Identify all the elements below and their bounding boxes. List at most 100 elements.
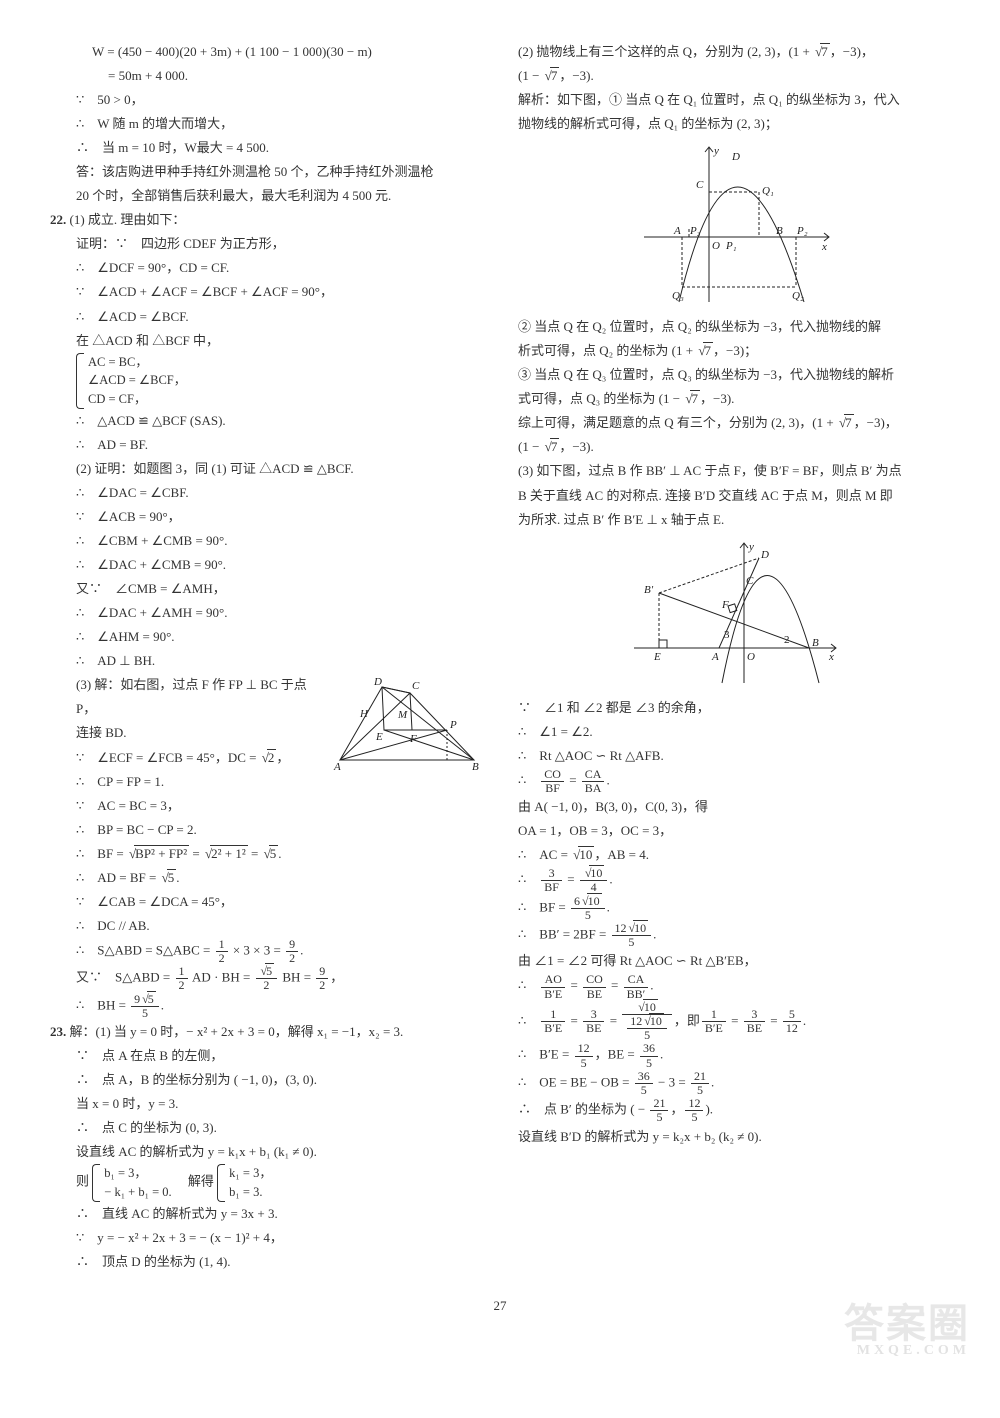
text-line: 解析：如下图，① 当点 Q 在 Q₁ 位置时，点 Q₁ 的纵坐标为 3，代入 — [518, 88, 950, 112]
text-line: ∴ ∠1 = ∠2. — [518, 720, 950, 744]
svg-text:A: A — [673, 225, 681, 237]
brace-row: b₁ = 3. — [229, 1183, 272, 1202]
svg-text:x: x — [828, 651, 834, 663]
text-line: 又∵ S△ABD = 12 AD · BH = 52 BH = 92， — [50, 965, 482, 992]
svg-text:E: E — [653, 651, 661, 663]
brace-row: ∠ACD = ∠BCF， — [88, 371, 186, 390]
figure-parabola-q: y x D C Q₁ A P₃ O P₁ B P₂ Q₃ Q₂ — [518, 142, 950, 307]
q-num: 22. — [50, 212, 66, 227]
text-line: 当 x = 0 时，y = 3. — [50, 1092, 482, 1116]
text-line: 在 △ACD 和 △BCF 中， — [50, 329, 482, 353]
svg-text:D: D — [731, 151, 740, 163]
svg-text:B′: B′ — [644, 584, 654, 596]
svg-text:F: F — [409, 733, 417, 745]
text-line: 为所求. 过点 B′ 作 B′E ⊥ x 轴于点 E. — [518, 508, 950, 532]
svg-text:Q₁: Q₁ — [762, 185, 774, 197]
svg-text:H: H — [359, 708, 369, 720]
text-line: (1 − 7，−3). — [518, 64, 950, 88]
watermark-sub: MXQE.COM — [844, 1344, 970, 1358]
svg-text:M: M — [397, 709, 408, 721]
text-line: = 50m + 4 000. — [50, 64, 482, 88]
text-line: 析式可得，点 Q₂ 的坐标为 (1 + 7，−3)； — [518, 339, 950, 363]
text-line: ∴ AD = BF = 5. — [50, 866, 482, 890]
text-line: 证明：∵ 四边形 CDEF 为正方形， — [50, 232, 482, 256]
text-line: ∴ 3BF = 104. — [518, 867, 950, 894]
svg-text:x: x — [821, 241, 827, 253]
text-line: ∴ DC // AB. — [50, 914, 482, 938]
text-line: ∴ BB′ = 2BF = 12105. — [518, 922, 950, 949]
question-22: 22. (1) 成立. 理由如下： — [50, 208, 482, 232]
text-line: (3) 如下图，过点 B 作 BB′ ⊥ AC 于点 F，使 B′F = BF，… — [518, 459, 950, 483]
text-line: 又∵ ∠CMB = ∠AMH， — [50, 577, 482, 601]
q-num: 23. — [50, 1024, 66, 1039]
svg-text:C: C — [412, 680, 420, 692]
svg-text:B: B — [812, 637, 819, 649]
text-line: ∵ ∠CAB = ∠DCA = 45°， — [50, 890, 482, 914]
svg-text:D: D — [760, 549, 769, 561]
text-line: ∵ 50 > 0， — [50, 88, 482, 112]
text-line: ∵ 点 A 在点 B 的左侧， — [50, 1044, 482, 1068]
svg-text:3: 3 — [724, 629, 730, 641]
brace-row: − k₁ + b₁ = 0. — [104, 1183, 171, 1202]
text-line: ∵ y = − x² + 2x + 3 = − (x − 1)² + 4， — [50, 1226, 482, 1250]
svg-text:O: O — [747, 651, 755, 663]
text-line: ③ 当点 Q 在 Q₃ 位置时，点 Q₃ 的纵坐标为 −3，代入抛物线的解析 — [518, 363, 950, 387]
text-line: ∴ 当 m = 10 时，W最大 = 4 500. — [50, 136, 482, 160]
text-line: ∴ B′E = 125，BE = 365. — [518, 1042, 950, 1069]
text-line: B 关于直线 AC 的对称点. 连接 B′D 交直线 AC 于点 M，则点 M … — [518, 484, 950, 508]
text-line: ∴ CP = FP = 1. — [50, 770, 482, 794]
text-line: ∴ COBF = CABA. — [518, 768, 950, 795]
text-line: ∴ BP = BC − CP = 2. — [50, 818, 482, 842]
text-line: 设直线 AC 的解析式为 y = k₁x + b₁ (k₁ ≠ 0). — [50, 1140, 482, 1164]
text: 解：(1) 当 y = 0 时，− x² + 2x + 3 = 0，解得 x₁ … — [70, 1024, 404, 1039]
text-line: ∴ ∠DAC = ∠CBF. — [50, 481, 482, 505]
text-line: ∴ 点 A，B 的坐标分别为 ( −1, 0)，(3, 0). — [50, 1068, 482, 1092]
text-line: 答：该店购进甲种手持红外测温枪 50 个，乙种手持红外测温枪 — [50, 160, 482, 184]
page-number: 27 — [50, 1294, 950, 1318]
svg-text:P₁: P₁ — [725, 240, 737, 252]
text-line: ∴ 1B′E = 3BE = 1012105，即1B′E = 3BE = 512… — [518, 1001, 950, 1043]
svg-text:B: B — [776, 225, 783, 237]
text-line: ∴ △ACD ≌ △BCF (SAS). — [50, 409, 482, 433]
brace-system: 则 b₁ = 3， − k₁ + b₁ = 0. 解得 k₁ = 3， b₁ =… — [50, 1164, 482, 1202]
text-line: ∴ BF = BP² + FP² = 2² + 1² = 5. — [50, 842, 482, 866]
brace-row: CD = CF， — [88, 390, 186, 409]
text-line: 由 ∠1 = ∠2 可得 Rt △AOC ∽ Rt △B′EB， — [518, 949, 950, 973]
left-column: W = (450 − 400)(20 + 3m) + (1 100 − 1 00… — [50, 40, 482, 1274]
brace-row: AC = BC， — [88, 353, 186, 372]
text-line: ∴ AC = 10，AB = 4. — [518, 843, 950, 867]
svg-text:O: O — [712, 240, 720, 252]
text-line: 设直线 B′D 的解析式为 y = k₂x + b₂ (k₂ ≠ 0). — [518, 1125, 950, 1149]
text-line: ∵ ∠ACB = 90°， — [50, 505, 482, 529]
text-line: ∴ 直线 AC 的解析式为 y = 3x + 3. — [50, 1202, 482, 1226]
text-line: ∴ 顶点 D 的坐标为 (1, 4). — [50, 1250, 482, 1274]
text-line: ∵ ∠ACD + ∠ACF = ∠BCF + ∠ACF = 90°， — [50, 280, 482, 304]
text-line: ∴ ∠AHM = 90°. — [50, 625, 482, 649]
text-line: ∴ AD ⊥ BH. — [50, 649, 482, 673]
watermark: 答案圈 MXQE.COM — [844, 1304, 970, 1358]
text-line: 由 A( −1, 0)，B(3, 0)，C(0, 3)，得 — [518, 795, 950, 819]
text-line: ∴ OE = BE − OB = 365 − 3 = 215. — [518, 1070, 950, 1097]
right-column: (2) 抛物线上有三个这样的点 Q，分别为 (2, 3)，(1 + 7，−3)，… — [518, 40, 950, 1274]
watermark-main: 答案圈 — [844, 1301, 970, 1346]
svg-text:P₃: P₃ — [689, 225, 701, 237]
svg-text:Q₂: Q₂ — [792, 290, 804, 302]
text-line: ∴ ∠DAC + ∠AMH = 90°. — [50, 601, 482, 625]
text-line: (2) 证明：如题图 3，同 (1) 可证 △ACD ≌ △BCF. — [50, 457, 482, 481]
text-line: (1 − 7，−3). — [518, 435, 950, 459]
text-line: ∴ 点 B′ 的坐标为 ( − 215，125). — [518, 1097, 950, 1124]
text: (1) 成立. 理由如下： — [70, 212, 186, 227]
svg-text:Q₃: Q₃ — [672, 290, 684, 302]
text-line: ∴ ∠DAC + ∠CMB = 90°. — [50, 553, 482, 577]
text-line: ② 当点 Q 在 Q₂ 位置时，点 Q₂ 的纵坐标为 −3，代入抛物线的解 — [518, 315, 950, 339]
svg-text:A: A — [711, 651, 719, 663]
svg-text:D: D — [373, 676, 382, 688]
figure-parabola-reflection: y x D C B′ F A O B E 3 2 — [518, 538, 950, 688]
text-line: ∴ AOB′E = COBE = CABB′. — [518, 973, 950, 1000]
svg-text:A: A — [333, 761, 341, 770]
text-line: ∴ AD = BF. — [50, 433, 482, 457]
text-line: ∴ 点 C 的坐标为 (0, 3). — [50, 1116, 482, 1140]
text-line: (2) 抛物线上有三个这样的点 Q，分别为 (2, 3)，(1 + 7，−3)， — [518, 40, 950, 64]
text-line: ∴ ∠CBM + ∠CMB = 90°. — [50, 529, 482, 553]
text-line: ∴ W 随 m 的增大而增大， — [50, 112, 482, 136]
